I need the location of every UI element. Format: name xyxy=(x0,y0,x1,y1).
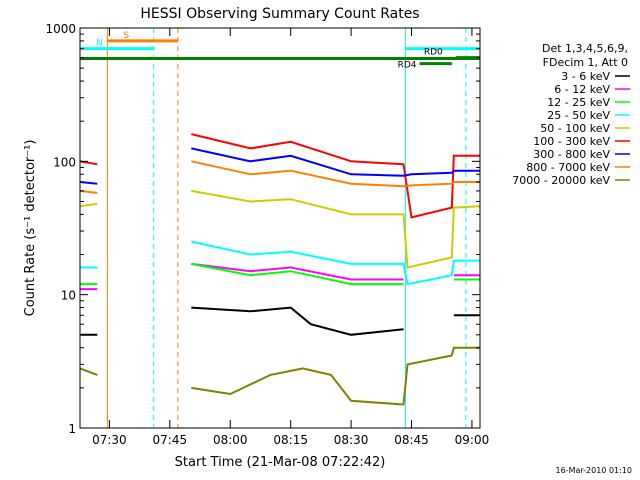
series-line-8-0 xyxy=(79,367,98,376)
bar-label-4: RD0 xyxy=(424,48,443,58)
x-tick-label-6: 09:00 xyxy=(455,433,490,447)
legend-header-1: FDecim 1, Att 0 xyxy=(543,56,628,69)
legend-header-0: Det 1,3,4,5,6,9, xyxy=(542,42,628,55)
plot-frame xyxy=(79,27,481,429)
legend-label-0: 3 - 6 keV xyxy=(561,70,610,83)
legend-label-2: 12 - 25 keV xyxy=(547,96,610,109)
y-tick-label-2: 100 xyxy=(53,155,76,169)
chart-title: HESSI Observing Summary Count Rates xyxy=(140,6,419,22)
series-line-0-1 xyxy=(191,306,404,336)
series-line-7-1 xyxy=(191,160,480,188)
x-tick-label-5: 08:45 xyxy=(394,433,429,447)
plot-area: S N RD0 RD4 xyxy=(79,28,481,428)
legend-label-7: 800 - 7000 keV xyxy=(526,161,610,174)
legend-label-6: 300 - 800 keV xyxy=(533,148,610,161)
x-tick-label-2: 08:00 xyxy=(213,433,248,447)
series-line-4-1 xyxy=(191,189,481,269)
series-line-8-1 xyxy=(191,346,480,406)
x-axis-label: Start Time (21-Mar-08 07:22:42) xyxy=(175,455,386,470)
series-line-6-1 xyxy=(191,147,480,177)
series-line-5-1 xyxy=(191,133,480,219)
legend-label-8: 7000 - 20000 keV xyxy=(512,174,610,187)
axes: 07:30 07:45 08:00 08:15 08:30 08:45 09:00 1 10 10… xyxy=(45,22,489,447)
legend: Det 1,3,4,5,6,9,FDecim 1, Att 03 - 6 keV… xyxy=(512,42,630,187)
y-tick-label-3: 1000 xyxy=(45,22,76,36)
x-tick-label-4: 08:30 xyxy=(334,433,369,447)
y-axis-label: Count Rate (s⁻¹ detector⁻¹) xyxy=(23,140,38,317)
series-line-4-0 xyxy=(79,202,98,208)
y-tick-label-0: 1 xyxy=(68,422,76,436)
bar-label-0: S xyxy=(123,31,129,41)
series-line-1-1 xyxy=(191,262,404,281)
legend-label-5: 100 - 300 keV xyxy=(533,135,610,148)
x-tick-label-3: 08:15 xyxy=(273,433,308,447)
bar-label-1: N xyxy=(96,39,103,49)
series-line-3-1 xyxy=(191,240,480,286)
legend-label-3: 25 - 50 keV xyxy=(547,109,610,122)
series-line-2-1 xyxy=(191,262,404,286)
y-tick-label-1: 10 xyxy=(61,289,76,303)
x-tick-label-1: 07:45 xyxy=(153,433,188,447)
legend-label-1: 6 - 12 keV xyxy=(554,83,610,96)
bar-label-5: RD4 xyxy=(398,61,417,71)
x-tick-label-0: 07:30 xyxy=(92,433,127,447)
footer-timestamp: 16-Mar-2010 01:10 xyxy=(555,466,633,475)
legend-label-4: 50 - 100 keV xyxy=(540,122,610,135)
